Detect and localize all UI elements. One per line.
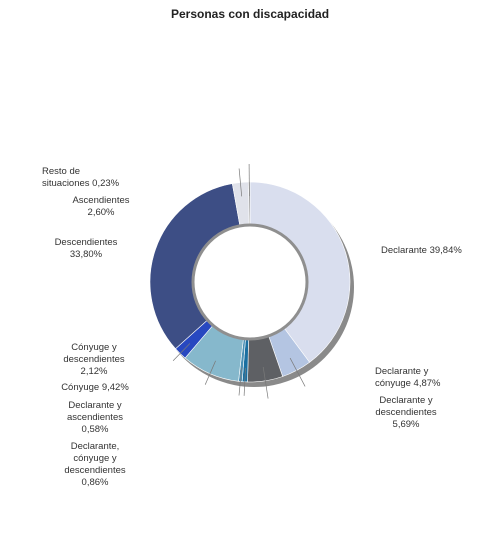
leader-line-conyuge-y-descendientes (172, 343, 191, 361)
label-declarante: Declarante 39,84% (381, 245, 462, 256)
leader-line-declarante-y-ascendientes (238, 367, 243, 396)
label-descendientes: Descendientes 33,80% (54, 237, 118, 260)
label-declarante-conyuge-y-descendientes: Declarante, cónyuge y descendientes 0,86… (64, 441, 126, 488)
donut-hole (191, 223, 309, 341)
leader-line-conyuge (204, 360, 216, 385)
label-declarante-y-ascendientes: Declarante y ascendientes 0,58% (67, 400, 123, 435)
chart-title: Personas con discapacidad (170, 7, 330, 21)
label-ascendientes: Ascendientes 2,60% (72, 195, 130, 218)
label-conyuge-y-descendientes: Cónyuge y descendientes 2,12% (63, 342, 125, 377)
label-declarante-y-conyuge: Declarante y cónyuge 4,87% (375, 366, 441, 389)
leader-line-ascendientes (238, 168, 243, 197)
leader-line-declarante-y-conyuge (289, 357, 306, 387)
leader-line-declarante-conyuge-y-descendientes (243, 367, 246, 396)
label-conyuge: Cónyuge 9,42% (61, 382, 129, 393)
label-declarante-y-descendientes: Declarante y descendientes 5,69% (375, 395, 437, 430)
leader-line-declarante-y-descendientes (262, 366, 269, 399)
label-resto-de-situaciones: Resto de situaciones 0,23% (42, 166, 120, 189)
